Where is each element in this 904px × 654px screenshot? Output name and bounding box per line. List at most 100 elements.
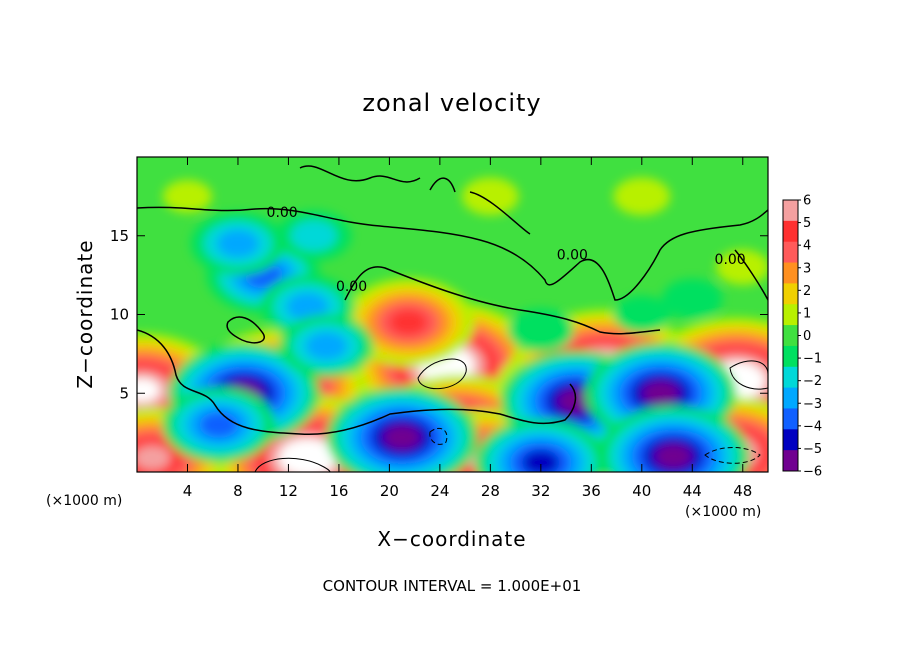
colorbar-label: −1 [803,352,822,367]
plot-area: 0.00 0.00 0.00 0.00 [137,157,768,472]
field-feature [474,418,607,472]
x-tick-label: 32 [531,482,550,500]
y-tick-label: 5 [119,384,129,402]
field-feature [279,314,374,378]
colorbar-swatch [783,220,798,243]
field-feature [162,386,276,463]
colorbar-swatch [783,283,798,305]
colorbar-label: 5 [803,216,811,231]
colorbar-label: 2 [803,284,811,299]
zero-contour-upper [137,206,768,301]
zero-contour-mid [344,266,661,335]
x-tick-label: 40 [632,482,651,500]
contour-interval-label: CONTOUR INTERVAL = 1.000E+01 [323,577,582,595]
colorbar-label: 0 [803,329,811,344]
colorbar-label: −4 [803,419,822,434]
x-tick-label: 28 [481,482,500,500]
x-unit-label-left: (×1000 m) [46,493,122,509]
x-tick-label: 4 [183,482,193,500]
field-feature [507,308,574,353]
field-feature [162,179,213,213]
zero-contour-lower [137,329,577,436]
field-level [216,229,259,258]
contour-label: 0.00 [715,252,746,268]
colorbar-swatch [783,304,798,326]
colorbar-swatch [783,345,798,368]
field-level [383,425,421,450]
colorbar-label: −2 [803,374,822,389]
zero-contour-right [734,249,768,301]
field-level [642,381,680,406]
field-feature [342,278,475,367]
field-feature [597,405,749,472]
field-feature [462,177,519,216]
colorbar-label: 6 [803,194,811,209]
field-level [673,286,711,312]
y-axis-label: Z−coordinate [73,239,97,388]
field-level [613,177,671,216]
field-level [290,220,337,252]
colorbar-label: −6 [803,465,822,480]
field-level [520,316,562,344]
x-unit-label-right: (×1000 m) [685,504,761,520]
contour-label: 0.00 [267,205,298,221]
colorbar-swatch [783,325,798,347]
field-feature [662,278,723,319]
colorbar-label: −3 [803,397,822,412]
x-tick-label: 8 [233,482,243,500]
colorbar-label: 4 [803,239,811,254]
neg-contour-right [704,447,761,464]
x-tick-label: 36 [582,482,601,500]
x-tick-label: 20 [380,482,399,500]
colorbar-swatch [783,366,798,389]
colorbar-label: 1 [803,306,811,321]
colorbar-swatch [783,262,798,284]
field-level [286,292,329,321]
field-level [305,332,348,360]
field-level [199,411,239,438]
field-level [655,444,692,469]
y-tick-label: 10 [110,306,129,324]
colorbar-swatch [783,241,798,264]
colorbar-swatch [783,429,798,451]
colorbar-swatch [783,450,798,472]
colorbar-label: −5 [803,442,822,457]
field-level [137,445,171,471]
contour-label: 0.00 [336,279,367,295]
field-level [162,179,213,213]
colorbar-label: 3 [803,261,811,276]
x-tick-label: 12 [279,482,298,500]
pos-contour-bottom [254,457,331,472]
field-level [289,446,325,470]
zero-contour-blob [226,316,265,344]
x-tick-label: 48 [733,482,752,500]
pos-contour-right [729,360,768,390]
field-feature [190,212,286,276]
field-feature [716,249,768,285]
field-feature [326,386,478,472]
x-tick-label: 44 [683,482,702,500]
field-level [521,449,560,472]
x-tick-label: 24 [430,482,449,500]
field-level [389,309,428,335]
field-level [462,177,519,216]
chart-title: zonal velocity [362,89,541,117]
field-feature [613,295,671,334]
neg-contour-left [429,427,448,445]
zero-contour-top [299,165,531,235]
field-feature [613,177,671,216]
field-level [613,295,671,334]
field-level [137,378,160,403]
colorbar-swatch [783,200,798,222]
pos-contour-center [417,358,467,390]
colorbar: 6 5 4 3 2 1 0 −1 −2 −3 −4 −5 −6 [782,194,822,480]
y-tick-label: 15 [110,227,129,245]
contour-label: 0.00 [557,247,588,263]
x-axis-label: X−coordinate [377,527,526,551]
colorbar-swatch [783,387,798,409]
field-feature [275,210,352,261]
x-tick-label: 16 [329,482,348,500]
colorbar-swatch [783,408,798,430]
field-level [716,249,768,285]
